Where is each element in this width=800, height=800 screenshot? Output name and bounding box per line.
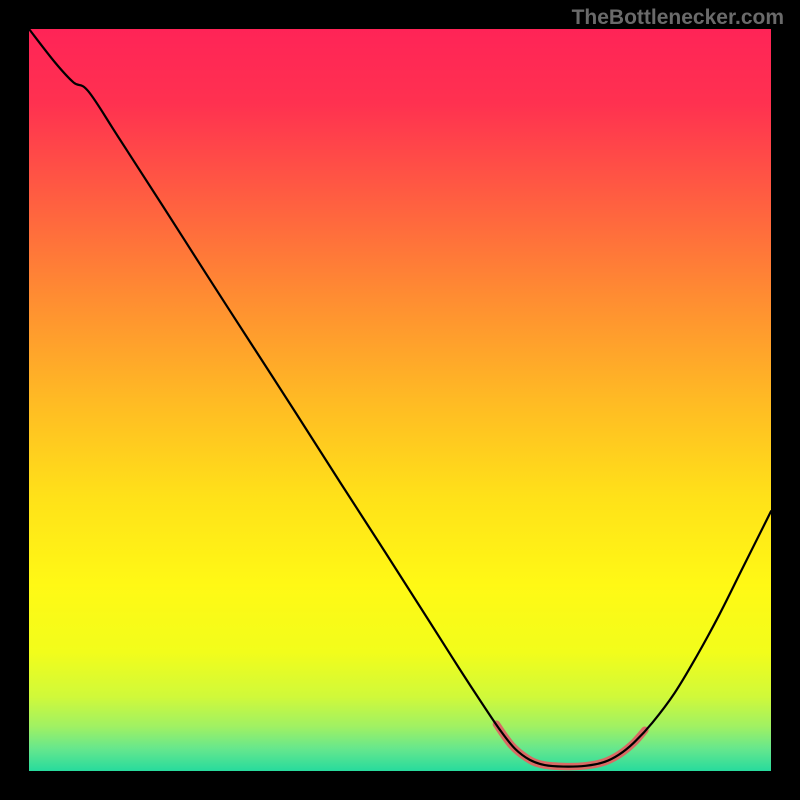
main-curve — [29, 29, 771, 767]
plot-area — [29, 29, 771, 771]
curve-layer — [29, 29, 771, 771]
watermark-text: TheBottlenecker.com — [572, 6, 784, 30]
highlight-segment — [496, 724, 644, 766]
chart-container: TheBottlenecker.com — [0, 0, 800, 800]
